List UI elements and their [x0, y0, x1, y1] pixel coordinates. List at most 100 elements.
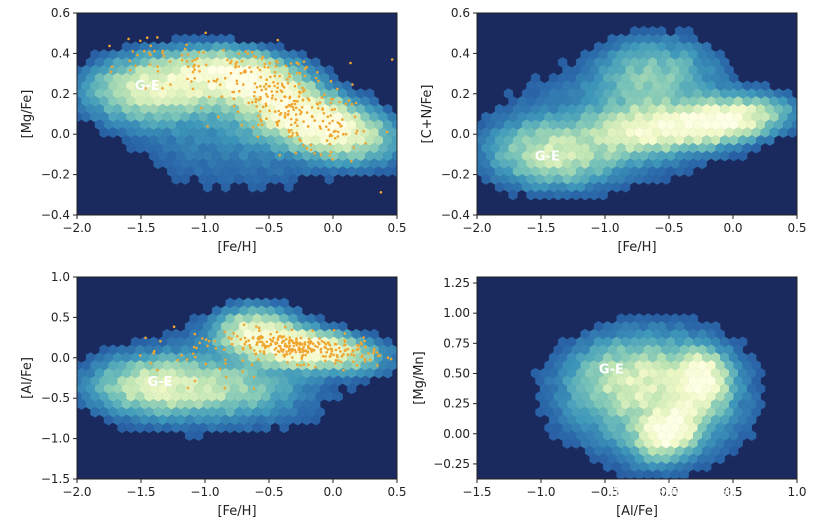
scatter-point	[265, 92, 268, 96]
scatter-point	[153, 49, 156, 53]
scatter-point	[338, 122, 342, 126]
scatter-point	[284, 342, 287, 346]
scatter-point	[237, 52, 241, 55]
scatter-point	[277, 335, 281, 338]
scatter-point	[198, 70, 201, 73]
scatter-point	[296, 124, 299, 128]
scatter-point	[295, 343, 299, 347]
scatter-point	[355, 129, 359, 133]
y-tick-label: 0.4	[51, 46, 70, 60]
scatter-point	[301, 350, 304, 354]
y-tick-label: 0.2	[451, 87, 470, 101]
scatter-point	[264, 82, 268, 86]
scatter-point	[128, 59, 131, 63]
scatter-point	[355, 344, 359, 347]
scatter-point	[274, 98, 278, 101]
scatter-point	[343, 343, 347, 347]
scatter-point	[351, 83, 354, 86]
scatter-point	[307, 363, 310, 367]
scatter-point	[336, 135, 340, 138]
scatter-point	[300, 106, 304, 109]
scatter-point	[223, 76, 227, 80]
scatter-point	[223, 330, 226, 334]
scatter-point	[299, 364, 302, 367]
scatter-point	[354, 101, 358, 105]
scatter-point	[201, 337, 204, 340]
scatter-point	[386, 356, 390, 360]
x-tick-label: 0.0	[323, 485, 342, 499]
scatter-point	[291, 132, 295, 135]
annotation-layer: G-E	[599, 363, 624, 378]
scatter-point	[292, 108, 296, 111]
scatter-point	[295, 131, 299, 135]
scatter-point	[236, 334, 239, 338]
tick-layer: −2.0 −1.5 −1.0 −0.5 0.0 0.5 −0.4 −0.2 0.0 0.2 0.4 0…	[41, 6, 407, 235]
scatter-point	[321, 119, 325, 123]
scatter-point	[332, 130, 336, 133]
scatter-point	[289, 117, 293, 121]
scatter-point	[316, 107, 320, 110]
scatter-point	[247, 339, 250, 342]
scatter-point	[290, 328, 294, 332]
scatter-point	[249, 70, 253, 74]
scatter-point	[316, 345, 319, 349]
density-layer	[77, 297, 397, 441]
scatter-point	[288, 344, 292, 348]
scatter-point	[259, 334, 263, 338]
scatter-point	[294, 151, 298, 155]
y-axis-label: [C+N/Fe]	[420, 85, 435, 144]
scatter-point	[251, 336, 255, 340]
scatter-point	[250, 363, 254, 366]
scatter-point	[334, 362, 337, 365]
scatter-point	[290, 134, 294, 138]
scatter-point	[227, 336, 231, 339]
density-hexbin	[684, 166, 694, 177]
x-tick-label: 0.5	[387, 221, 406, 235]
scatter-point	[243, 336, 247, 340]
scatter-point	[207, 339, 211, 343]
scatter-point	[332, 353, 335, 357]
y-tick-label: 1.0	[51, 270, 70, 284]
density-hexbin	[620, 181, 631, 193]
scatter-point	[243, 69, 247, 72]
y-axis-label: [Al/Fe]	[20, 357, 35, 399]
scatter-point	[289, 123, 293, 127]
scatter-point	[110, 65, 114, 68]
scatter-point	[283, 114, 287, 118]
scatter-point	[186, 386, 190, 390]
scatter-point	[304, 353, 307, 357]
x-tick-label: 0.5	[787, 221, 806, 235]
scatter-point	[324, 359, 327, 363]
scatter-point	[109, 70, 113, 74]
scatter-point	[390, 58, 394, 61]
scatter-point	[251, 50, 254, 54]
scatter-point	[144, 336, 147, 340]
scatter-point	[302, 144, 305, 147]
scatter-point	[268, 109, 271, 113]
scatter-point	[293, 102, 297, 106]
scatter-point	[274, 341, 277, 345]
x-tick-label: −2.0	[62, 485, 91, 499]
scatter-point	[273, 84, 276, 88]
scatter-point	[338, 100, 341, 104]
density-hexbin	[801, 120, 810, 130]
scatter-point	[224, 362, 227, 365]
density-hexbin	[751, 142, 761, 154]
scatter-point	[253, 82, 257, 85]
scatter-point	[305, 146, 309, 150]
density-hexbin	[396, 114, 397, 120]
scatter-point	[300, 110, 303, 114]
scatter-point	[295, 118, 298, 121]
scatter-point	[331, 158, 334, 161]
scatter-point	[283, 355, 286, 358]
scatter-point	[343, 339, 346, 342]
scatter-point	[288, 346, 291, 350]
x-tick-label: −1.0	[190, 485, 219, 499]
scatter-point	[334, 136, 337, 140]
x-tick-label: −0.5	[254, 221, 283, 235]
scatter-point	[346, 353, 350, 357]
scatter-point	[363, 357, 367, 361]
scatter-point	[267, 66, 270, 69]
x-tick-label: −0.5	[654, 221, 683, 235]
scatter-point	[291, 350, 294, 353]
